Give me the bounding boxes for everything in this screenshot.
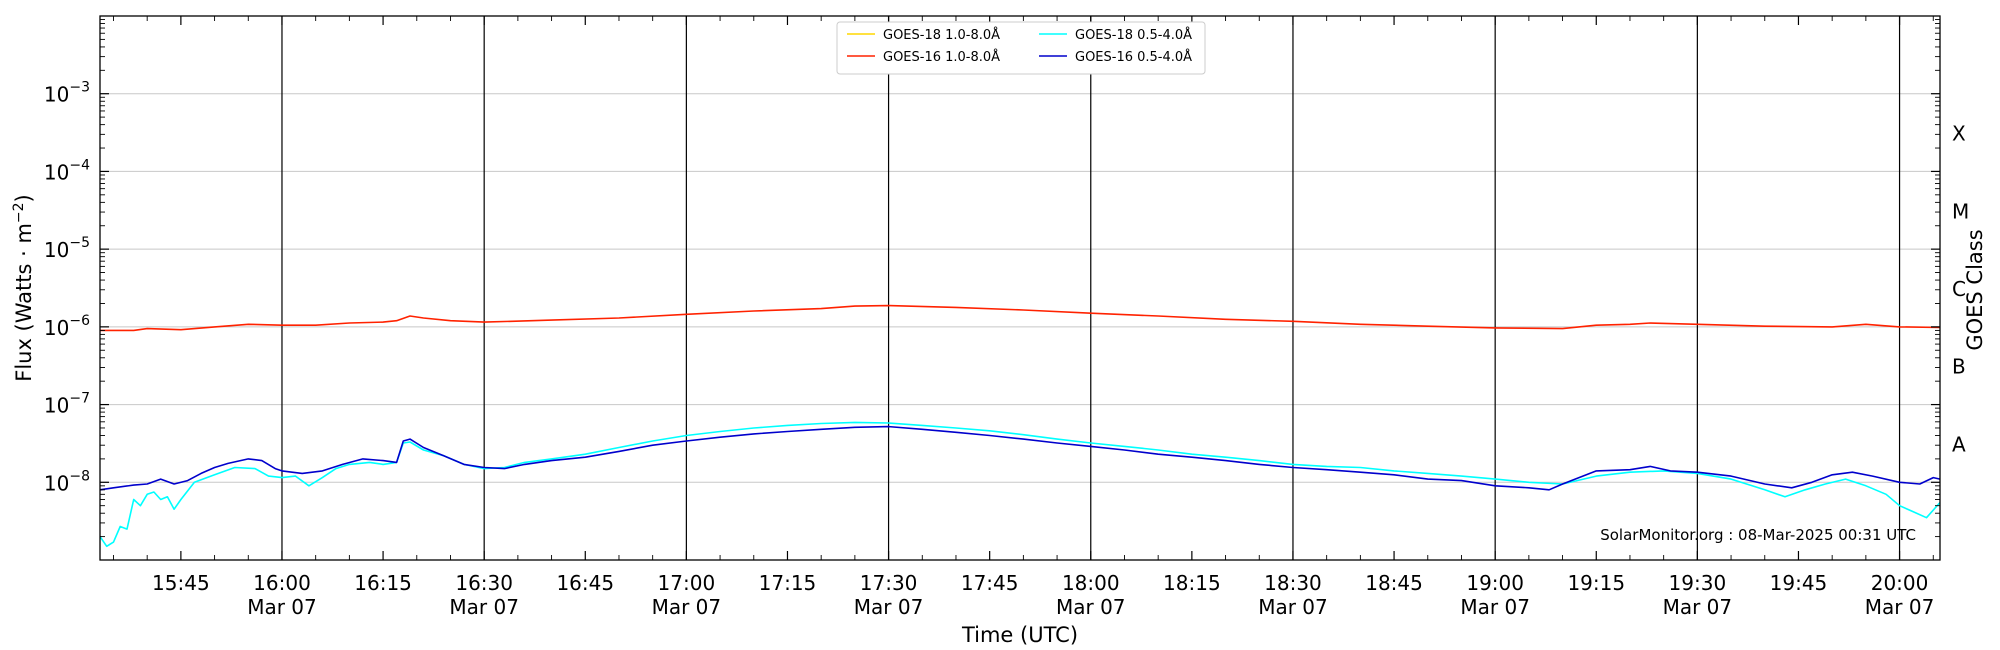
legend: GOES-18 1.0-8.0Å GOES-16 1.0-8.0Å GOES-18 … (836, 21, 1206, 75)
legend-box (836, 21, 1206, 75)
x-tick-time-label: 19:00 (1466, 571, 1524, 595)
legend-label: GOES-18 1.0-8.0Å (883, 27, 1000, 43)
y-tick-mantissa: 10 (44, 316, 69, 340)
x-tick-time-label: 17:30 (860, 571, 918, 595)
y-tick-label: 10−5 (44, 235, 90, 262)
goes-class-label: X (1952, 122, 1966, 146)
y-tick-exponent: −4 (69, 157, 90, 173)
watermark-text: SolarMonitor.org : 08-Mar-2025 00:31 UTC (1600, 526, 1916, 544)
y-tick-mantissa: 10 (44, 238, 69, 262)
x-tick-date-label: Mar 07 (1865, 595, 1935, 619)
x-tick-time-label: 18:45 (1365, 571, 1423, 595)
x-tick-date-label: Mar 07 (652, 595, 722, 619)
x-tick-time-label: 18:15 (1163, 571, 1221, 595)
legend-label: GOES-16 1.0-8.0Å (883, 49, 1000, 65)
y-tick-mantissa: 10 (44, 83, 69, 107)
legend-label: GOES-18 0.5-4.0Å (1075, 27, 1192, 43)
x-tick-time-label: 16:45 (556, 571, 614, 595)
y-axis-title-main: Flux (Watts · m (12, 223, 36, 382)
data-series (99, 304, 1941, 548)
x-tick-date-label: Mar 07 (1663, 595, 1733, 619)
y-tick-label: 10−3 (44, 80, 90, 107)
x-tick-time-label: 16:15 (354, 571, 412, 595)
y-tick-label: 10−8 (44, 468, 90, 495)
x-tick-time-label: 19:45 (1770, 571, 1828, 595)
x-tick-time-label: 15:45 (152, 571, 210, 595)
y-axis-title-close: ) (12, 194, 36, 202)
y-tick-exponent: −8 (69, 468, 90, 484)
x-tick-date-label: Mar 07 (247, 595, 317, 619)
x-tick-time-label: 18:30 (1264, 571, 1322, 595)
series-line-2 (100, 304, 1941, 332)
y-tick-mantissa: 10 (44, 160, 69, 184)
x-tick-time-label: 17:45 (961, 571, 1019, 595)
gridlines (100, 93, 1940, 483)
goes-class-labels: A B C M X (1952, 122, 1969, 457)
x-tick-date-label: Mar 07 (1056, 595, 1126, 619)
legend-label: GOES-16 0.5-4.0Å (1075, 49, 1192, 65)
x-tick-time-label: 19:15 (1567, 571, 1625, 595)
goes-class-axis-title: GOES Class (1963, 229, 1987, 350)
x-tick-date-label: Mar 07 (1460, 595, 1530, 619)
goes-class-label: M (1952, 199, 1969, 223)
y-tick-label: 10−6 (44, 313, 90, 340)
x-tick-date-label: Mar 07 (854, 595, 924, 619)
x-tick-date-label: Mar 07 (449, 595, 519, 619)
x-tick-time-label: 16:30 (455, 571, 513, 595)
x-tick-time-label: 19:30 (1669, 571, 1727, 595)
x-tick-date-label: Mar 07 (1258, 595, 1328, 619)
goes-class-label: A (1952, 432, 1966, 456)
y-tick-label: 10−7 (44, 391, 90, 418)
y-tick-mantissa: 10 (44, 471, 69, 495)
y-tick-exponent: −6 (69, 313, 90, 329)
y-tick-exponent: −7 (69, 391, 90, 407)
y-tick-exponent: −3 (69, 80, 90, 96)
x-axis-title: Time (UTC) (961, 623, 1078, 647)
goes-class-label: C (1952, 277, 1966, 301)
series-line-3 (99, 425, 1941, 491)
y-axis-title-exponent: −2 (11, 202, 27, 223)
series-line-1 (99, 421, 1941, 548)
y-axis-title: Flux (Watts · m−2) (11, 194, 36, 382)
y-tick-exponent: −5 (69, 235, 90, 251)
vertical-time-markers (281, 16, 1901, 560)
plot-frame (99, 15, 1941, 561)
x-tick-time-label: 17:15 (759, 571, 817, 595)
x-tick-time-label: 20:00 (1871, 571, 1929, 595)
x-tick-time-label: 17:00 (658, 571, 716, 595)
y-tick-label: 10−4 (44, 157, 90, 184)
y-axis-ticks: 10−810−710−610−510−410−3 (44, 19, 1940, 538)
goes-class-label: B (1952, 355, 1966, 379)
y-tick-mantissa: 10 (44, 394, 69, 418)
x-tick-time-label: 18:00 (1062, 571, 1120, 595)
x-tick-time-label: 16:00 (253, 571, 311, 595)
